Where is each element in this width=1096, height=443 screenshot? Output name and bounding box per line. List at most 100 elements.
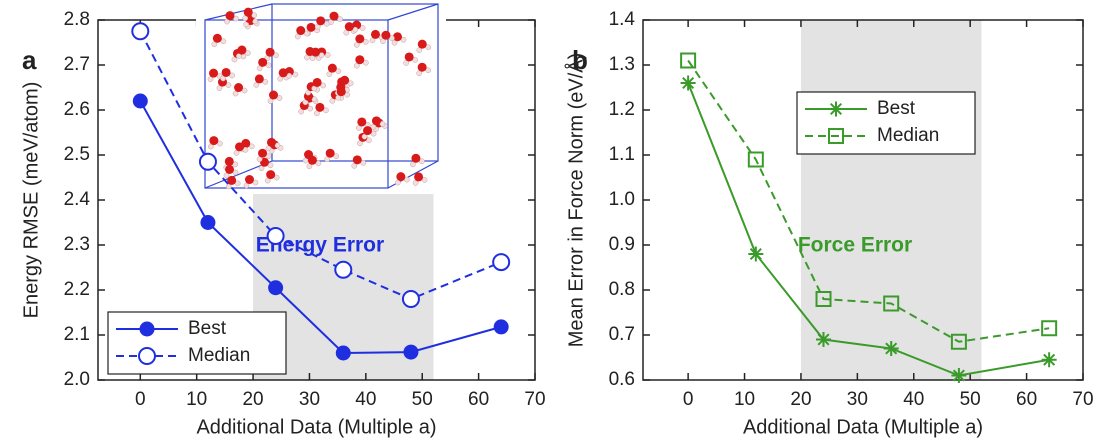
y-tick-label: 0.8 [609,279,635,300]
hydrogen [243,182,250,189]
y-tick-label: 2.0 [64,369,90,390]
hydrogen [351,162,358,169]
hydrogen [324,156,331,163]
oxygen [363,126,373,136]
hydrogen [302,99,309,106]
cube-edge [204,160,273,189]
hydrogen [353,62,360,69]
hydrogen [233,15,239,22]
hydrogen [265,145,272,152]
hydrogen [274,142,281,149]
oxygen [269,90,279,100]
hydrogen [309,55,316,61]
hydrogen [391,39,398,46]
oxygen [296,26,306,36]
hydrogen [252,18,258,25]
hydrogen [211,41,218,48]
legend-box [107,311,287,375]
hydrogen [323,20,330,27]
marker [828,101,844,117]
y-tick-label: 2.2 [64,279,90,300]
oxygen [357,117,367,127]
marker-shape [885,342,898,355]
oxygen [355,55,365,65]
hydrogen [419,158,425,165]
legend-label: Best [188,318,227,339]
hydrogen [359,25,366,31]
hydrogen [314,23,321,30]
hydrogen [353,42,360,48]
hydrogen [326,71,333,78]
marker [198,152,217,171]
marker [335,345,351,361]
hydrogen [208,143,214,150]
hydrogen [304,54,310,61]
oxygen [224,156,234,166]
y-axis-label: Mean Error in Force Norm (eV/Å) [564,53,587,348]
x-tick-label: 70 [524,389,545,410]
hydrogen [267,98,274,104]
oxygen [329,11,339,21]
marker-shape [268,280,284,296]
y-tick-label: 0.7 [609,324,635,345]
cube-edge [204,19,389,189]
marker-shape [682,76,695,90]
marker-shape [403,344,419,360]
marker-shape [401,290,420,308]
hydrogen [333,153,340,160]
hydrogen [216,85,223,91]
hydrogen [421,177,428,183]
hydrogen [220,75,226,82]
y-tick-label: 2.1 [64,324,90,345]
oxygen [327,63,337,73]
oxygen [325,148,335,158]
marker-shape [131,22,150,41]
inset-bg [196,2,446,194]
hydrogen [416,47,423,54]
hydrogen [324,52,331,58]
hydrogen [315,160,322,167]
oxygen [266,137,276,147]
series-line [139,100,502,355]
oxygen [411,153,421,163]
hydrogen [366,137,372,144]
hydrogen [425,44,432,51]
hydrogen [232,169,239,176]
marker [139,321,155,337]
hydrogen [234,180,241,187]
x-tick-label: 50 [960,389,981,410]
hydrogen [229,72,235,79]
marker-shape [952,369,965,382]
panel-label: b [572,45,588,75]
marker-shape [492,253,511,272]
marker [266,227,285,245]
marker-shape [139,321,155,337]
marker-shape [198,152,217,171]
oxygen [371,116,381,126]
y-tick-label: 1.3 [609,54,635,75]
marker [403,344,419,360]
hydrogen [412,180,419,186]
legend-label: Best [877,98,916,119]
y-tick-label: 1.0 [609,189,635,210]
marker [334,260,353,279]
hydrogen [232,161,239,168]
oxygen [258,148,268,158]
hydrogen [335,68,342,75]
oxygen [225,164,235,174]
hydrogen [343,29,350,36]
x-tick-label: 50 [412,389,433,410]
marker [401,290,420,308]
hydrogen [231,56,238,63]
hydrogen [242,146,249,153]
hydrogen [335,94,342,101]
hydrogen [306,163,313,170]
marker [950,333,967,350]
marker-shape [1043,353,1056,366]
oxygen [278,68,288,78]
hydrogen [292,71,299,78]
series-line [687,82,1050,377]
hydrogen [223,172,230,179]
hydrogen [410,161,416,168]
hydrogen [347,80,354,87]
